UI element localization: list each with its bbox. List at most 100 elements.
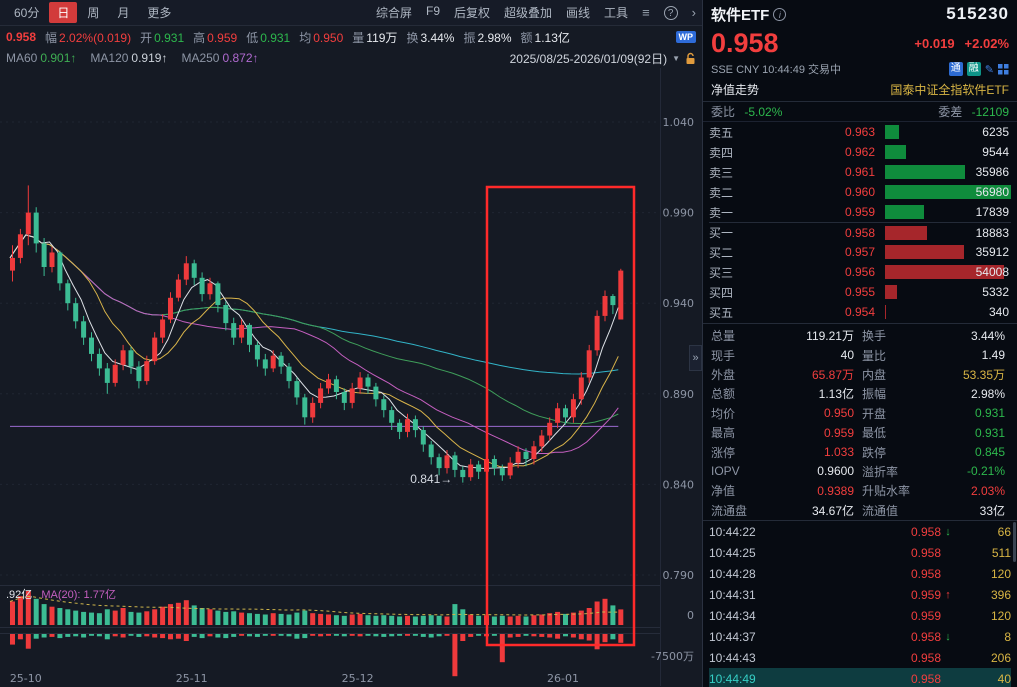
bid-level-row[interactable]: 买一 0.958 18883 (709, 222, 1011, 242)
tick-row[interactable]: 10:44:25 0.958 511 (709, 542, 1011, 563)
depth-bar (885, 145, 907, 159)
tool-backward-adjust[interactable]: 后复权 (454, 6, 491, 20)
weibi-value: -5.02% (744, 105, 783, 119)
tick-price: 0.958 (910, 629, 941, 644)
level-price: 0.962 (844, 145, 875, 159)
level-volume: 35986 (975, 165, 1009, 179)
tick-row[interactable]: 10:44:31 0.959 ↑ 396 (709, 584, 1011, 605)
period-tab-60min[interactable]: 60分 (14, 6, 40, 20)
depth-bar (885, 245, 965, 259)
bid-level-row[interactable]: 买三 0.956 54008 (709, 262, 1011, 282)
tick-row[interactable]: 10:44:49 0.958 40 (709, 668, 1011, 687)
weicha-value: -12109 (971, 105, 1009, 119)
weibi-label: 委比 (711, 105, 736, 119)
last-price: 0.958 (711, 27, 779, 58)
bid-level-row[interactable]: 买二 0.957 35912 (709, 242, 1011, 262)
ask-level-row[interactable]: 卖一 0.959 17839 (709, 202, 1011, 222)
tick-price: 0.958 (910, 650, 941, 665)
tick-time: 10:44:43 (709, 650, 756, 665)
period-tab-more[interactable]: 更多 (147, 6, 172, 20)
tool-f9[interactable]: F9 (425, 4, 440, 18)
tool-draw-line[interactable]: 画线 (566, 6, 591, 20)
depth-bar (885, 225, 927, 240)
bid-level-row[interactable]: 买五 0.954 340 (709, 302, 1011, 322)
ask-level-row[interactable]: 卖三 0.961 35986 (709, 162, 1011, 182)
quote-field: 换 3.44% (406, 30, 455, 45)
ma-legend-ma250: MA250 0.872↑ (181, 51, 259, 65)
svg-text:1.040: 1.040 (663, 116, 695, 129)
level-label: 买四 (709, 285, 734, 300)
tab-nav-trend[interactable]: 净值走势 (711, 83, 760, 97)
quote-panel: 软件ETF i 515230 0.958 +0.019 +2.02% SSE C… (703, 0, 1017, 687)
ask-level-row[interactable]: 卖四 0.962 9544 (709, 142, 1011, 162)
tick-volume: 66 (997, 524, 1011, 539)
stat-cell: 总量 119.21万 (711, 329, 854, 344)
stats-row: 净值 0.9389 升贴水率 2.03% (709, 481, 1011, 500)
tick-price: 0.959 (910, 608, 941, 623)
tick-row[interactable]: 10:44:37 0.958 ↓ 8 (709, 626, 1011, 647)
quote-summary-bar: 0.958 幅 2.02%(0.019) 开 0.931 高 0.959 低 0.931 均 0.… (0, 26, 702, 48)
level-label: 买一 (709, 226, 734, 240)
depth-bar (885, 285, 897, 299)
tick-price: 0.959 (910, 587, 941, 602)
tick-time: 10:44:31 (709, 587, 756, 602)
lock-icon[interactable] (685, 52, 696, 65)
period-tab-week[interactable]: 周 (87, 6, 100, 20)
help-icon[interactable]: ? (663, 5, 678, 20)
tick-row[interactable]: 10:44:43 0.958 206 (709, 647, 1011, 668)
tick-list: 10:44:22 0.958 ↓ 66 10:44:25 0.958 511 10:44:28… (703, 520, 1017, 687)
stat-cell: 净值 0.9389 (711, 483, 854, 499)
quote-field: 幅 2.02%(0.019) (45, 30, 132, 45)
ask-level-row[interactable]: 卖二 0.960 56980 (709, 182, 1011, 202)
tick-volume: 511 (991, 545, 1011, 560)
bid-level-row[interactable]: 买四 0.955 5332 (709, 282, 1011, 302)
tick-volume: 8 (1004, 629, 1011, 644)
grid-icon[interactable] (998, 63, 1009, 75)
stat-cell: 量比 1.49 (862, 348, 1005, 363)
level-volume: 54008 (975, 265, 1009, 279)
period-tab-month[interactable]: 月 (117, 6, 130, 20)
tick-row[interactable]: 10:44:28 0.958 120 (709, 563, 1011, 584)
collapse-panel-button[interactable]: » (689, 345, 702, 371)
stats-row: 流通盘 34.67亿 流通值 33亿 (709, 501, 1011, 520)
tick-row[interactable]: 10:44:22 0.958 ↓ 66 (709, 521, 1011, 542)
level-volume: 340 (988, 305, 1009, 319)
menu-icon[interactable]: ≡ (642, 5, 650, 20)
info-icon[interactable]: i (773, 7, 787, 21)
stock-code: 515230 (946, 4, 1009, 23)
ask-level-row[interactable]: 卖五 0.963 6235 (709, 122, 1011, 142)
tong-badge-icon[interactable]: 通 (948, 62, 963, 76)
stat-cell: 流通盘 34.67亿 (711, 503, 854, 518)
price-change: +0.019 +2.02% (914, 36, 1009, 51)
tick-price: 0.958 (910, 671, 941, 686)
period-tab-day[interactable]: 日 (49, 2, 78, 23)
wp-badge-icon[interactable]: WP (675, 31, 696, 43)
stat-cell: 流通值 33亿 (862, 503, 1005, 518)
level-volume: 5332 (982, 285, 1009, 299)
date-range-selector[interactable]: 2025/08/25-2026/01/09(92日) ▼ (510, 50, 696, 67)
stat-cell: 最高 0.959 (711, 425, 854, 441)
level-volume: 6235 (982, 125, 1009, 139)
svg-text:0.890: 0.890 (663, 388, 695, 401)
fund-name-link[interactable]: 国泰中证全指软件ETF (890, 83, 1009, 97)
next-chevron-icon[interactable]: › (691, 5, 696, 20)
rong-badge-icon[interactable]: 融 (966, 62, 981, 76)
down-arrow-icon: ↓ (945, 630, 951, 643)
candlestick-chart[interactable]: 1.040 0.990 0.940 0.890 0.840 0.790 0 -7500万 0.8… (0, 68, 700, 686)
stats-row: IOPV 0.9600 溢折率 -0.21% (709, 462, 1011, 481)
bar-last-price: 0.958 (6, 30, 37, 44)
tick-time: 10:44:22 (709, 524, 756, 539)
stats-row: 外盘 65.87万 内盘 53.35万 (709, 365, 1011, 384)
stat-cell: 涨停 1.033 (711, 445, 854, 460)
tick-row[interactable]: 10:44:34 0.959 120 (709, 605, 1011, 626)
level-volume: 56980 (975, 185, 1009, 199)
tool-composite-screen[interactable]: 综合屏 (375, 6, 412, 20)
scrollbar-thumb[interactable] (1013, 522, 1016, 562)
tool-super-overlay[interactable]: 超级叠加 (504, 6, 553, 20)
order-book: 卖五 0.963 6235 卖四 0.962 9544 卖三 0.961 35986 卖二 0.96… (703, 122, 1017, 323)
tick-volume: 206 (990, 650, 1011, 665)
tick-volume: 120 (990, 566, 1011, 581)
edit-pencil-icon[interactable]: ✎ (984, 63, 994, 76)
tool-toolbox[interactable]: 工具 (604, 6, 629, 20)
